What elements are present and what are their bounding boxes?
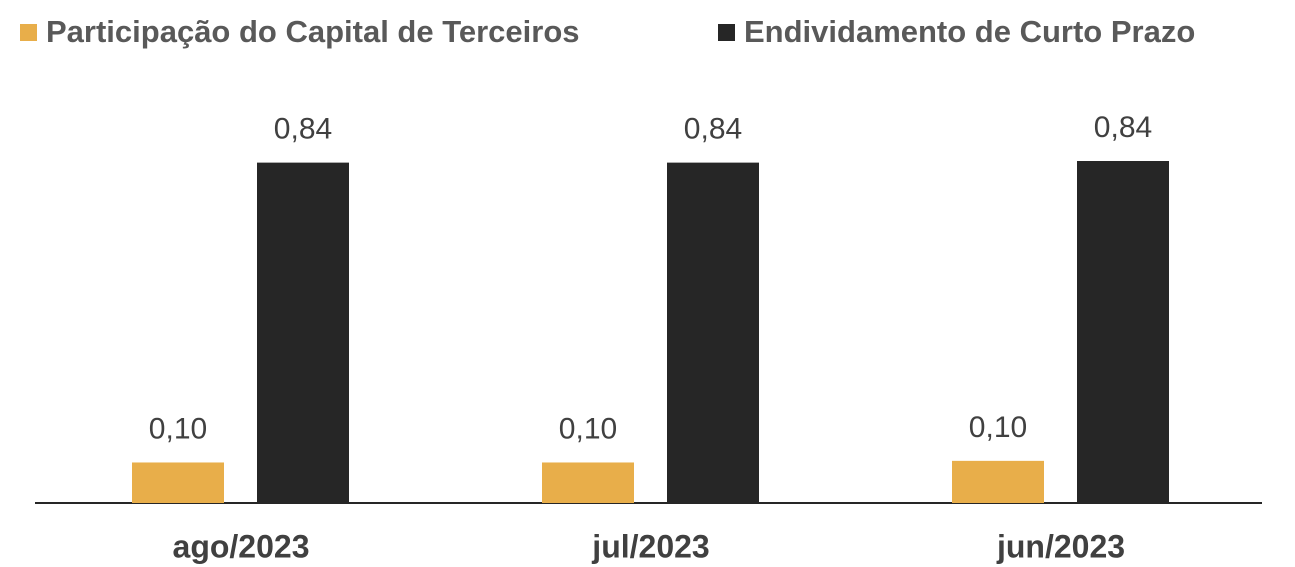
data-label: 0,84 bbox=[274, 113, 332, 146]
legend-swatch bbox=[20, 24, 37, 41]
bar bbox=[952, 460, 1044, 503]
data-label: 0,10 bbox=[559, 412, 617, 445]
bar bbox=[667, 162, 759, 503]
legend-swatch bbox=[718, 24, 735, 41]
bar bbox=[1077, 161, 1169, 503]
legend-label: Participação do Capital de Terceiros bbox=[46, 14, 580, 49]
legend-label: Endividamento de Curto Prazo bbox=[744, 14, 1195, 49]
bar bbox=[132, 462, 224, 503]
data-label: 0,84 bbox=[1094, 111, 1152, 144]
data-label: 0,10 bbox=[149, 412, 207, 445]
data-label: 0,84 bbox=[684, 113, 742, 146]
data-label: 0,10 bbox=[969, 411, 1027, 444]
x-tick-label: ago/2023 bbox=[173, 528, 310, 564]
bar bbox=[542, 462, 634, 503]
x-tick-label: jun/2023 bbox=[996, 528, 1125, 564]
x-tick-label: jul/2023 bbox=[591, 528, 709, 564]
bar bbox=[257, 162, 349, 503]
